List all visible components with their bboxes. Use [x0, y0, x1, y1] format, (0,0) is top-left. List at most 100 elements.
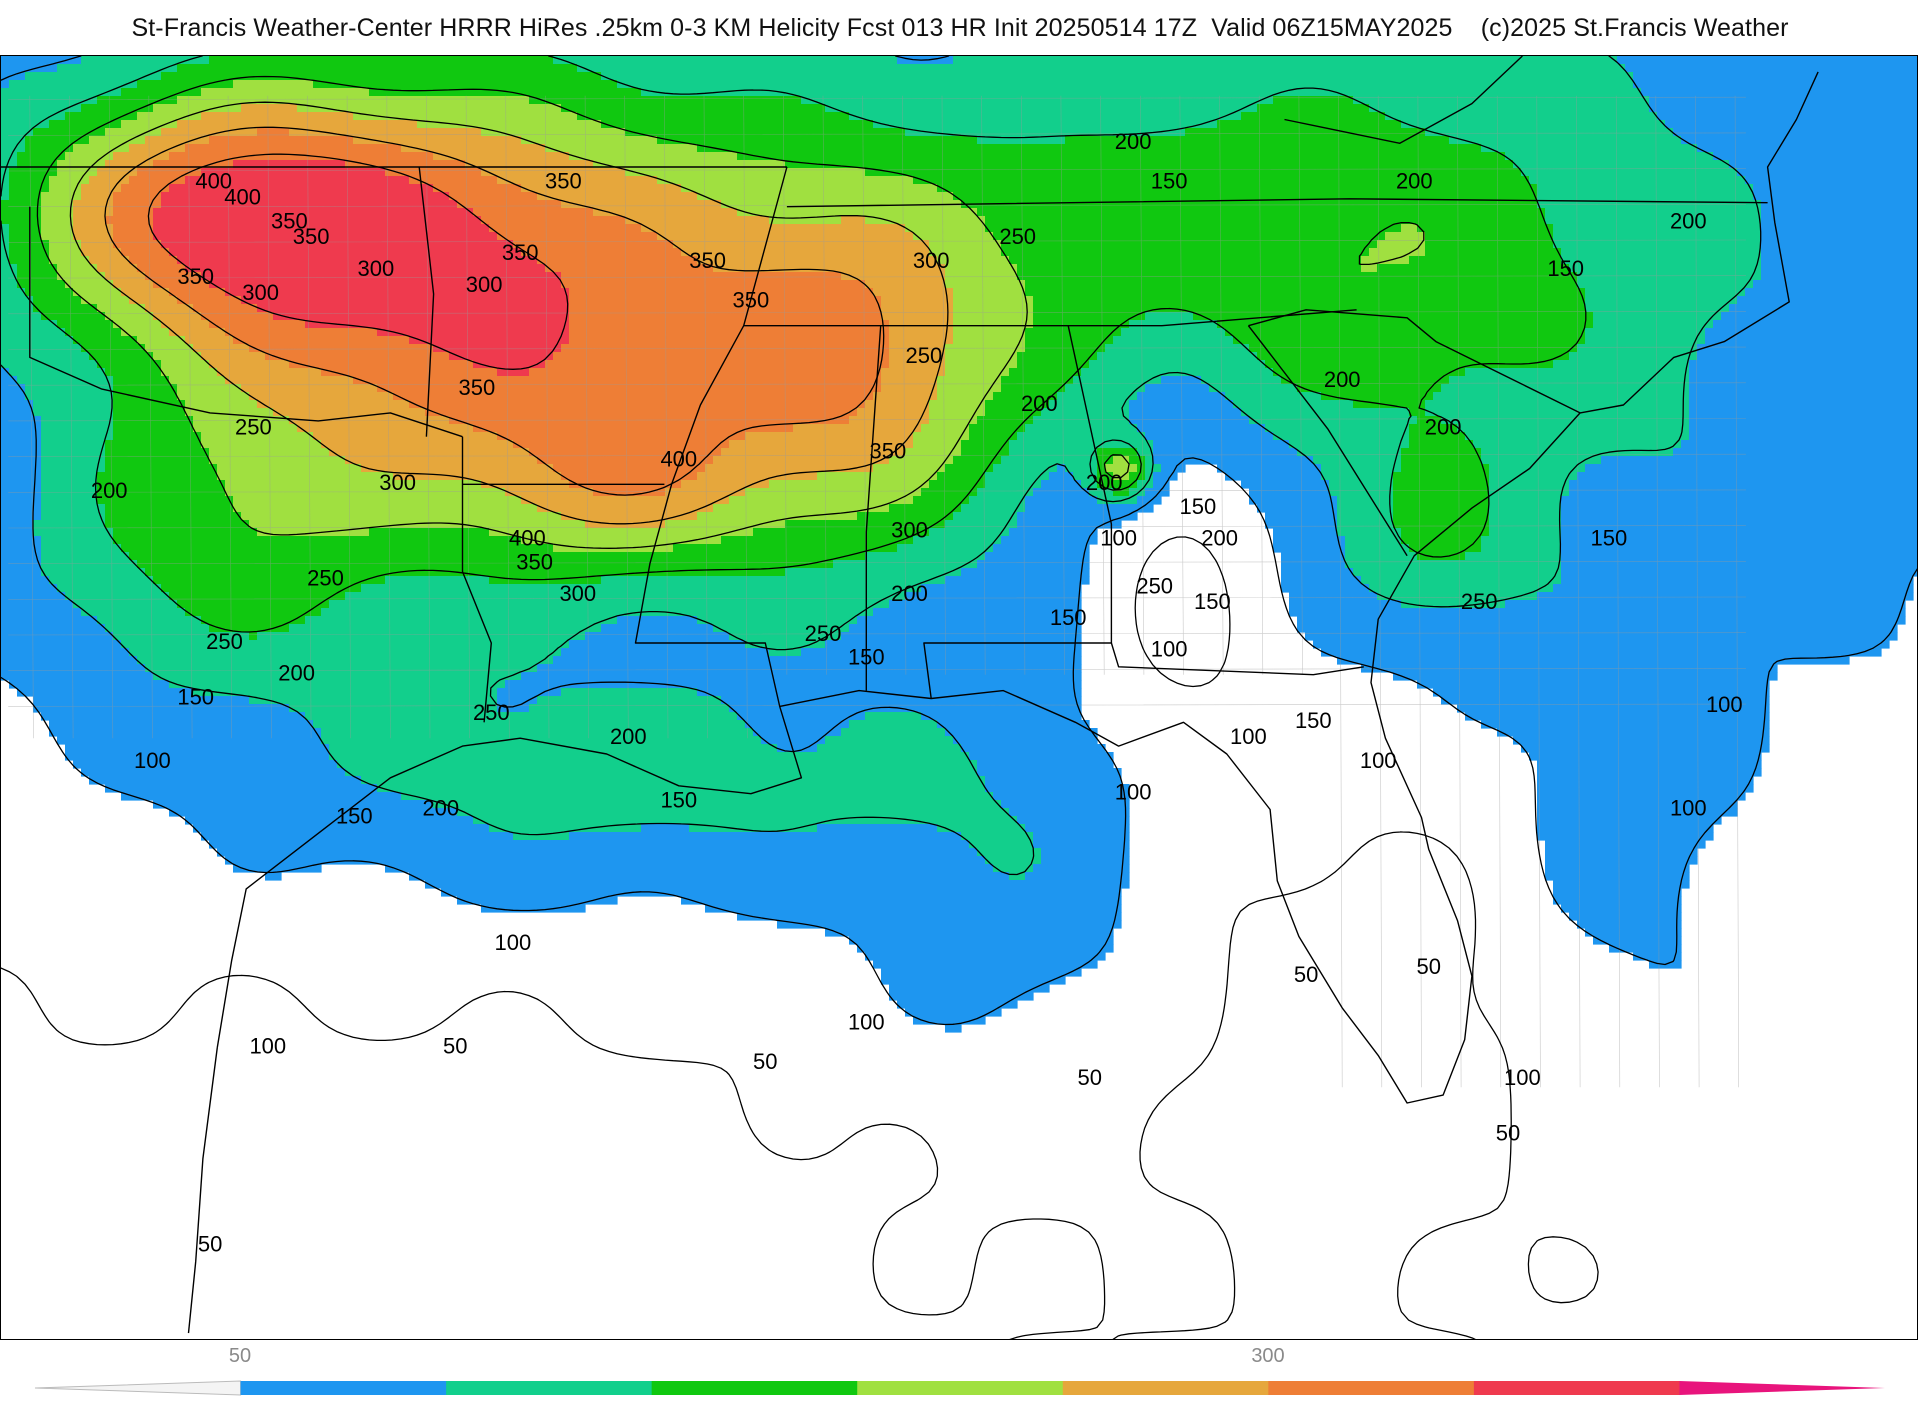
- contour-label: 350: [870, 438, 907, 463]
- helicity-contour-lines: [1, 56, 1917, 1339]
- contour-label: 200: [1115, 129, 1152, 154]
- contour-label: 300: [559, 581, 596, 606]
- scale-bin-6: [1268, 1381, 1475, 1395]
- boundary-texas-north: [29, 206, 463, 438]
- contour-label: 300: [466, 272, 503, 297]
- contour-label: 50: [443, 1033, 467, 1058]
- contour-label: 100: [1670, 795, 1707, 820]
- helicity-map: 400 400 350 350 350 300 300 350 350 300 350 350 300 3…: [0, 55, 1918, 1340]
- contour-label: 400: [224, 185, 261, 210]
- contour-label: 200: [1396, 169, 1433, 194]
- contour-label: 250: [307, 565, 344, 590]
- contour-label: 250: [805, 621, 842, 646]
- contour-label: 150: [177, 684, 214, 709]
- scale-bin-1: [240, 1381, 447, 1395]
- contour-label: 200: [1324, 367, 1361, 392]
- contour-label: 100: [1151, 637, 1188, 662]
- contour-label: 350: [689, 248, 726, 273]
- contour-label: 50: [1294, 962, 1318, 987]
- contour-label: 200: [1425, 415, 1462, 440]
- contour-label: 150: [1591, 526, 1628, 551]
- contour-label: 250: [1461, 589, 1498, 614]
- contour-label: 150: [336, 803, 373, 828]
- contour-label: 400: [509, 526, 546, 551]
- boundary-sc-nc: [1248, 309, 1581, 414]
- contour-label: 100: [1115, 780, 1152, 805]
- contour-label: 200: [891, 581, 928, 606]
- contour-labels: 4004003503503503003003503503003503503003…: [91, 129, 1743, 1257]
- contour-label: 100: [249, 1033, 286, 1058]
- scale-tick-50: 50: [229, 1345, 251, 1367]
- contour-label: 150: [1295, 708, 1332, 733]
- contour-label: 400: [195, 169, 232, 194]
- contour-line-100: [1, 457, 1917, 1026]
- contour-label: 200: [610, 724, 647, 749]
- contour-label: 100: [1230, 724, 1267, 749]
- contour-label: 50: [1078, 1065, 1102, 1090]
- contour-label: 350: [733, 288, 770, 313]
- contour-label: 50: [753, 1049, 777, 1074]
- contour-label: 350: [545, 169, 582, 194]
- color-scale-bar: 50 300: [0, 1345, 1920, 1400]
- contour-label: 100: [1504, 1065, 1541, 1090]
- scale-tick-300: 300: [1251, 1345, 1284, 1367]
- contour-label: 200: [91, 478, 128, 503]
- boundary-tx-la: [461, 436, 492, 723]
- contour-label: 200: [278, 661, 315, 686]
- boundary-ky-tn: [786, 198, 1768, 208]
- contour-label: 150: [848, 645, 885, 670]
- contour-label: 250: [906, 343, 943, 368]
- contour-line-250: [36, 75, 1425, 549]
- contour-label: 200: [1021, 391, 1058, 416]
- contour-label: 350: [177, 264, 214, 289]
- contour-label: 50: [1416, 954, 1440, 979]
- contour-label: 150: [1547, 256, 1584, 281]
- contour-label: 200: [422, 795, 459, 820]
- scale-bin-5: [1062, 1381, 1269, 1395]
- contour-label: 150: [660, 787, 697, 812]
- contour-line-50: [1, 536, 1599, 1339]
- scale-bin-0: [34, 1380, 242, 1396]
- scale-bin-8: [1679, 1381, 1885, 1395]
- contour-line-200: [1, 56, 1587, 633]
- boundary-ga-sc: [1247, 325, 1408, 557]
- contour-label: 100: [1360, 748, 1397, 773]
- contour-label: 50: [1496, 1121, 1520, 1146]
- contour-label: 350: [502, 240, 539, 265]
- contour-label: 250: [1136, 573, 1173, 598]
- contour-label: 150: [1194, 589, 1231, 614]
- contour-label: 100: [134, 748, 171, 773]
- contour-label: 250: [206, 629, 243, 654]
- boundary-tn-south: [743, 309, 1357, 327]
- contour-label: 350: [271, 208, 308, 233]
- contour-label: 150: [1050, 605, 1087, 630]
- scale-bin-2: [446, 1381, 653, 1395]
- scale-bin-4: [857, 1381, 1064, 1395]
- boundary-mexico-coast: [187, 1047, 218, 1334]
- scale-bin-3: [651, 1381, 858, 1395]
- contour-label: 50: [198, 1232, 222, 1257]
- contour-label: 300: [913, 248, 950, 273]
- contour-label: 300: [891, 518, 928, 543]
- contour-label: 250: [473, 700, 510, 725]
- boundary-ok-ar: [418, 166, 435, 437]
- contour-label: 100: [495, 930, 532, 955]
- boundary-va-wv: [1284, 56, 1523, 144]
- boundary-ms-river: [634, 166, 788, 707]
- contour-label: 250: [999, 224, 1036, 249]
- contour-label: 150: [1180, 494, 1217, 519]
- contour-label: 300: [358, 256, 395, 281]
- contour-label: 200: [1670, 208, 1707, 233]
- scale-bin-7: [1473, 1381, 1680, 1395]
- contour-label: 100: [1706, 692, 1743, 717]
- contour-label: 200: [1086, 470, 1123, 495]
- contour-line-350: [104, 126, 885, 496]
- map-title: St-Francis Weather-Center HRRR HiRes .25…: [131, 14, 1789, 42]
- contour-label: 350: [516, 550, 553, 575]
- boundary-gulf-coast: [216, 71, 1819, 1104]
- contour-label: 200: [1201, 526, 1238, 551]
- contour-line-400: [147, 153, 569, 370]
- contour-label: 400: [660, 446, 697, 471]
- contour-label: 350: [459, 375, 496, 400]
- contour-label: 300: [242, 280, 279, 305]
